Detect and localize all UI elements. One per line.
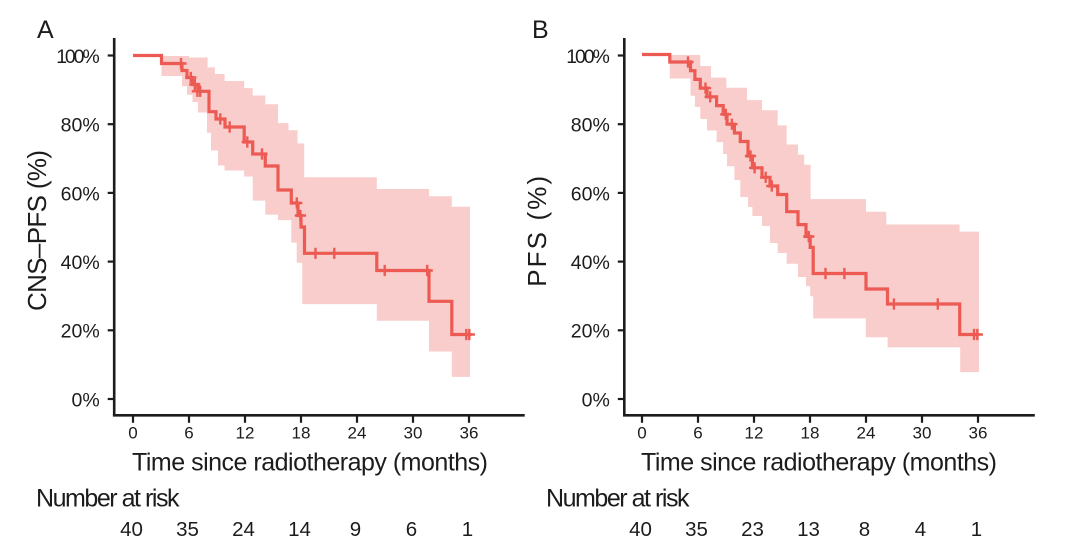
svg-text:23: 23 bbox=[741, 518, 764, 541]
svg-text:14: 14 bbox=[288, 518, 311, 541]
svg-text:13: 13 bbox=[797, 518, 820, 541]
svg-text:60%: 60% bbox=[61, 183, 100, 205]
svg-text:40: 40 bbox=[120, 518, 143, 541]
svg-text:24: 24 bbox=[232, 518, 255, 541]
svg-text:100%: 100% bbox=[566, 46, 610, 68]
svg-text:36: 36 bbox=[460, 424, 479, 443]
svg-text:60%: 60% bbox=[571, 183, 610, 205]
svg-text:Number at risk: Number at risk bbox=[36, 485, 180, 513]
svg-text:1: 1 bbox=[462, 518, 473, 541]
svg-text:80%: 80% bbox=[61, 115, 100, 137]
svg-text:Number at risk: Number at risk bbox=[546, 485, 690, 513]
svg-text:24: 24 bbox=[857, 424, 876, 443]
svg-text:20%: 20% bbox=[571, 321, 610, 343]
svg-text:35: 35 bbox=[176, 518, 199, 541]
svg-text:40: 40 bbox=[629, 518, 652, 541]
svg-text:Time since radiotherapy (month: Time since radiotherapy (months) bbox=[132, 449, 488, 477]
svg-text:Time since radiotherapy (month: Time since radiotherapy (months) bbox=[641, 449, 997, 477]
svg-text:40%: 40% bbox=[61, 252, 100, 274]
svg-text:100%: 100% bbox=[56, 46, 100, 68]
svg-text:6: 6 bbox=[184, 424, 193, 443]
svg-text:B: B bbox=[532, 16, 549, 44]
svg-text:20%: 20% bbox=[61, 321, 100, 343]
svg-text:8: 8 bbox=[859, 518, 870, 541]
svg-text:CNS–PFS (%): CNS–PFS (%) bbox=[22, 150, 52, 311]
svg-text:0: 0 bbox=[128, 424, 137, 443]
svg-text:9: 9 bbox=[350, 518, 361, 541]
svg-text:0%: 0% bbox=[72, 389, 100, 411]
svg-text:12: 12 bbox=[745, 424, 764, 443]
svg-text:30: 30 bbox=[404, 424, 423, 443]
svg-text:30: 30 bbox=[913, 424, 932, 443]
svg-text:35: 35 bbox=[685, 518, 708, 541]
svg-text:4: 4 bbox=[915, 518, 926, 541]
svg-text:12: 12 bbox=[236, 424, 255, 443]
svg-text:0%: 0% bbox=[582, 389, 610, 411]
svg-text:80%: 80% bbox=[571, 115, 610, 137]
svg-text:0: 0 bbox=[637, 424, 646, 443]
svg-text:36: 36 bbox=[969, 424, 988, 443]
svg-text:18: 18 bbox=[801, 424, 820, 443]
svg-text:40%: 40% bbox=[571, 252, 610, 274]
svg-text:24: 24 bbox=[348, 424, 367, 443]
svg-text:A: A bbox=[37, 16, 54, 44]
svg-text:6: 6 bbox=[693, 424, 702, 443]
svg-text:6: 6 bbox=[406, 518, 417, 541]
svg-text:18: 18 bbox=[292, 424, 311, 443]
svg-text:1: 1 bbox=[971, 518, 982, 541]
